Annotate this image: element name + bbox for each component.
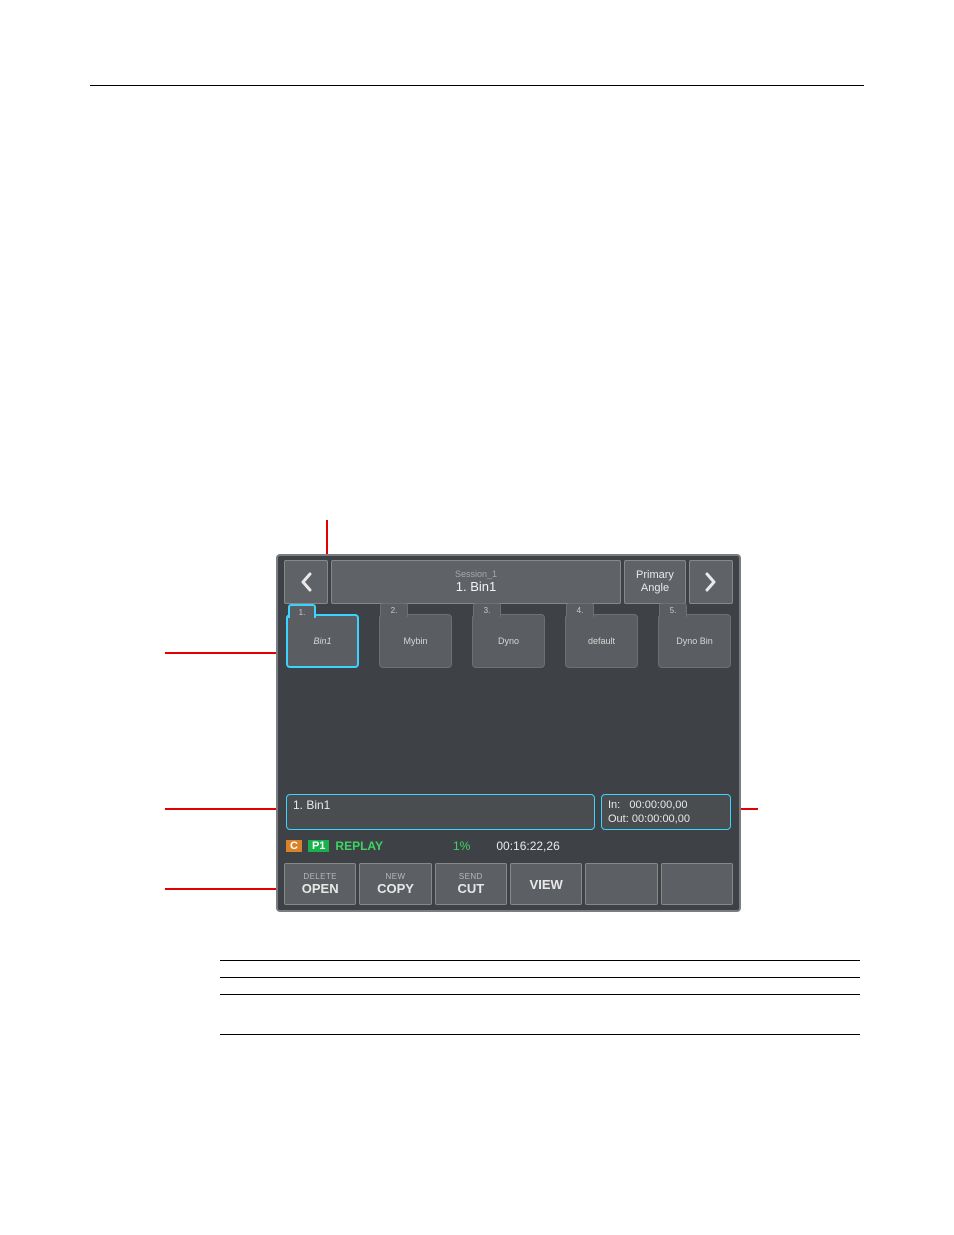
- table-row: [220, 978, 860, 995]
- out-value: 00:00:00,00: [632, 813, 690, 825]
- bin-tab: 3.: [473, 603, 501, 617]
- send-sublabel: SEND: [459, 872, 483, 881]
- open-label: OPEN: [302, 881, 339, 896]
- c-badge: C: [286, 840, 302, 852]
- chevron-left-icon: [299, 572, 313, 592]
- angle-line2: Angle: [641, 582, 669, 595]
- bin-folder-1[interactable]: 1. Bin1: [286, 614, 359, 668]
- in-out-display: In: 00:00:00,00 Out: 00:00:00,00: [601, 794, 731, 830]
- button-row: DELETE OPEN NEW COPY SEND CUT VIEW: [284, 863, 733, 905]
- info-row: 1. Bin1 In: 00:00:00,00 Out: 00:00:00,00: [286, 794, 731, 830]
- callout-line-3: [165, 808, 285, 810]
- bin-label: Dyno: [498, 636, 519, 646]
- p1-badge: P1: [308, 840, 329, 852]
- callout-line-5: [165, 888, 285, 890]
- in-label: In:: [608, 799, 620, 811]
- bin-label: Mybin: [404, 636, 428, 646]
- replay-label: REPLAY: [335, 839, 383, 853]
- percent-label: 1%: [453, 839, 470, 853]
- cut-button[interactable]: SEND CUT: [435, 863, 507, 905]
- panel-topbar: Session_1 1. Bin1 Primary Angle: [284, 560, 733, 604]
- bin-label: Bin1: [314, 636, 332, 646]
- copy-button[interactable]: NEW COPY: [359, 863, 431, 905]
- status-row: C P1 REPLAY 1% 00:16:22,26: [286, 836, 731, 856]
- view-button[interactable]: VIEW: [510, 863, 582, 905]
- bin-tab: 4.: [566, 603, 594, 617]
- bin-row: 1. Bin1 2. Mybin 3. Dyno 4. default 5. D…: [286, 614, 731, 672]
- bin-folder-4[interactable]: 4. default: [565, 614, 638, 668]
- angle-line1: Primary: [636, 569, 674, 582]
- bin-label: default: [588, 636, 615, 646]
- bin-tab: 5.: [659, 603, 687, 617]
- open-button[interactable]: DELETE OPEN: [284, 863, 356, 905]
- callout-line-2: [165, 652, 285, 654]
- angle-button[interactable]: Primary Angle: [624, 560, 686, 604]
- next-button[interactable]: [689, 560, 733, 604]
- cut-label: CUT: [457, 881, 484, 896]
- table-row: [220, 995, 860, 1035]
- bin-title: 1. Bin1: [456, 580, 496, 595]
- bin-name-field[interactable]: 1. Bin1: [286, 794, 595, 830]
- new-sublabel: NEW: [386, 872, 406, 881]
- chevron-right-icon: [704, 572, 718, 592]
- bin-folder-5[interactable]: 5. Dyno Bin: [658, 614, 731, 668]
- title-block[interactable]: Session_1 1. Bin1: [331, 560, 621, 604]
- bin-panel: Session_1 1. Bin1 Primary Angle 1. Bin1 …: [276, 554, 741, 912]
- bin-folder-3[interactable]: 3. Dyno: [472, 614, 545, 668]
- timecode-label: 00:16:22,26: [496, 839, 559, 853]
- description-table: [220, 960, 860, 1035]
- empty-button-6[interactable]: [661, 863, 733, 905]
- delete-sublabel: DELETE: [303, 872, 337, 881]
- empty-button-5[interactable]: [585, 863, 657, 905]
- page-divider: [90, 85, 864, 86]
- bin-tab: 1.: [288, 604, 316, 618]
- table-row: [220, 961, 860, 978]
- view-label: VIEW: [530, 877, 563, 892]
- copy-label: COPY: [377, 881, 414, 896]
- bin-label: Dyno Bin: [676, 636, 713, 646]
- prev-button[interactable]: [284, 560, 328, 604]
- callout-line-1: [326, 520, 328, 556]
- bin-folder-2[interactable]: 2. Mybin: [379, 614, 452, 668]
- out-label: Out:: [608, 813, 629, 825]
- in-value: 00:00:00,00: [629, 799, 687, 811]
- bin-tab: 2.: [380, 603, 408, 617]
